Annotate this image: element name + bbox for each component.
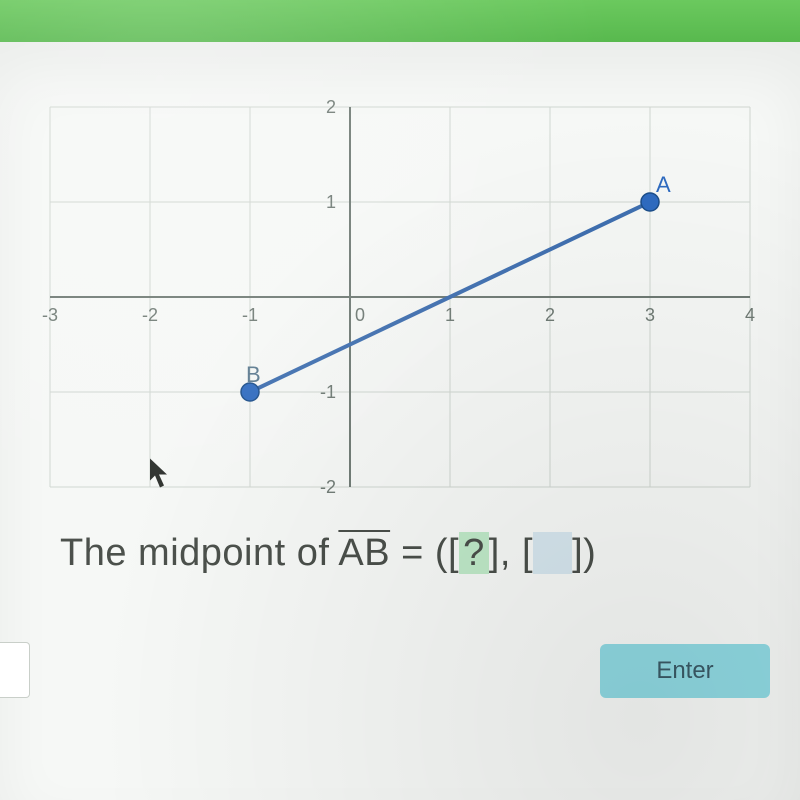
x-tick-label: -2 [142, 305, 158, 325]
question-suffix: ]) [572, 532, 596, 574]
x-tick-label: 1 [445, 305, 455, 325]
question-prefix: The midpoint of [60, 532, 338, 574]
y-tick-label: -2 [320, 477, 336, 497]
answer-blank-x[interactable]: ? [459, 532, 489, 574]
x-tick-label: 0 [355, 305, 365, 325]
segment-label: AB [338, 532, 390, 574]
cursor-icon [150, 459, 167, 488]
x-tick-label: 2 [545, 305, 555, 325]
x-tick-label: -3 [42, 305, 58, 325]
question-middle: = ([ [390, 532, 459, 574]
enter-button[interactable]: Enter [600, 644, 770, 698]
header-bar [0, 0, 800, 42]
y-tick-label: 1 [326, 192, 336, 212]
point-label-b: B [246, 362, 261, 387]
x-tick-label: 4 [745, 305, 755, 325]
content-panel: -3-2-101234-2-112AB The midpoint of AB =… [0, 42, 800, 800]
x-tick-label: 3 [645, 305, 655, 325]
answer-input[interactable] [0, 642, 30, 698]
answer-blank-y[interactable] [533, 532, 572, 574]
question-text: The midpoint of AB = ([?], [ ]) [60, 532, 596, 575]
y-tick-label: 2 [326, 97, 336, 117]
coordinate-graph: -3 -2 -1 0 1 2 3 4 -2 -1 1 2 A B [30, 97, 770, 497]
y-tick-label: -1 [320, 382, 336, 402]
x-tick-label: -1 [242, 305, 258, 325]
point-label-a: A [656, 172, 671, 197]
question-sep: ], [ [489, 532, 533, 574]
